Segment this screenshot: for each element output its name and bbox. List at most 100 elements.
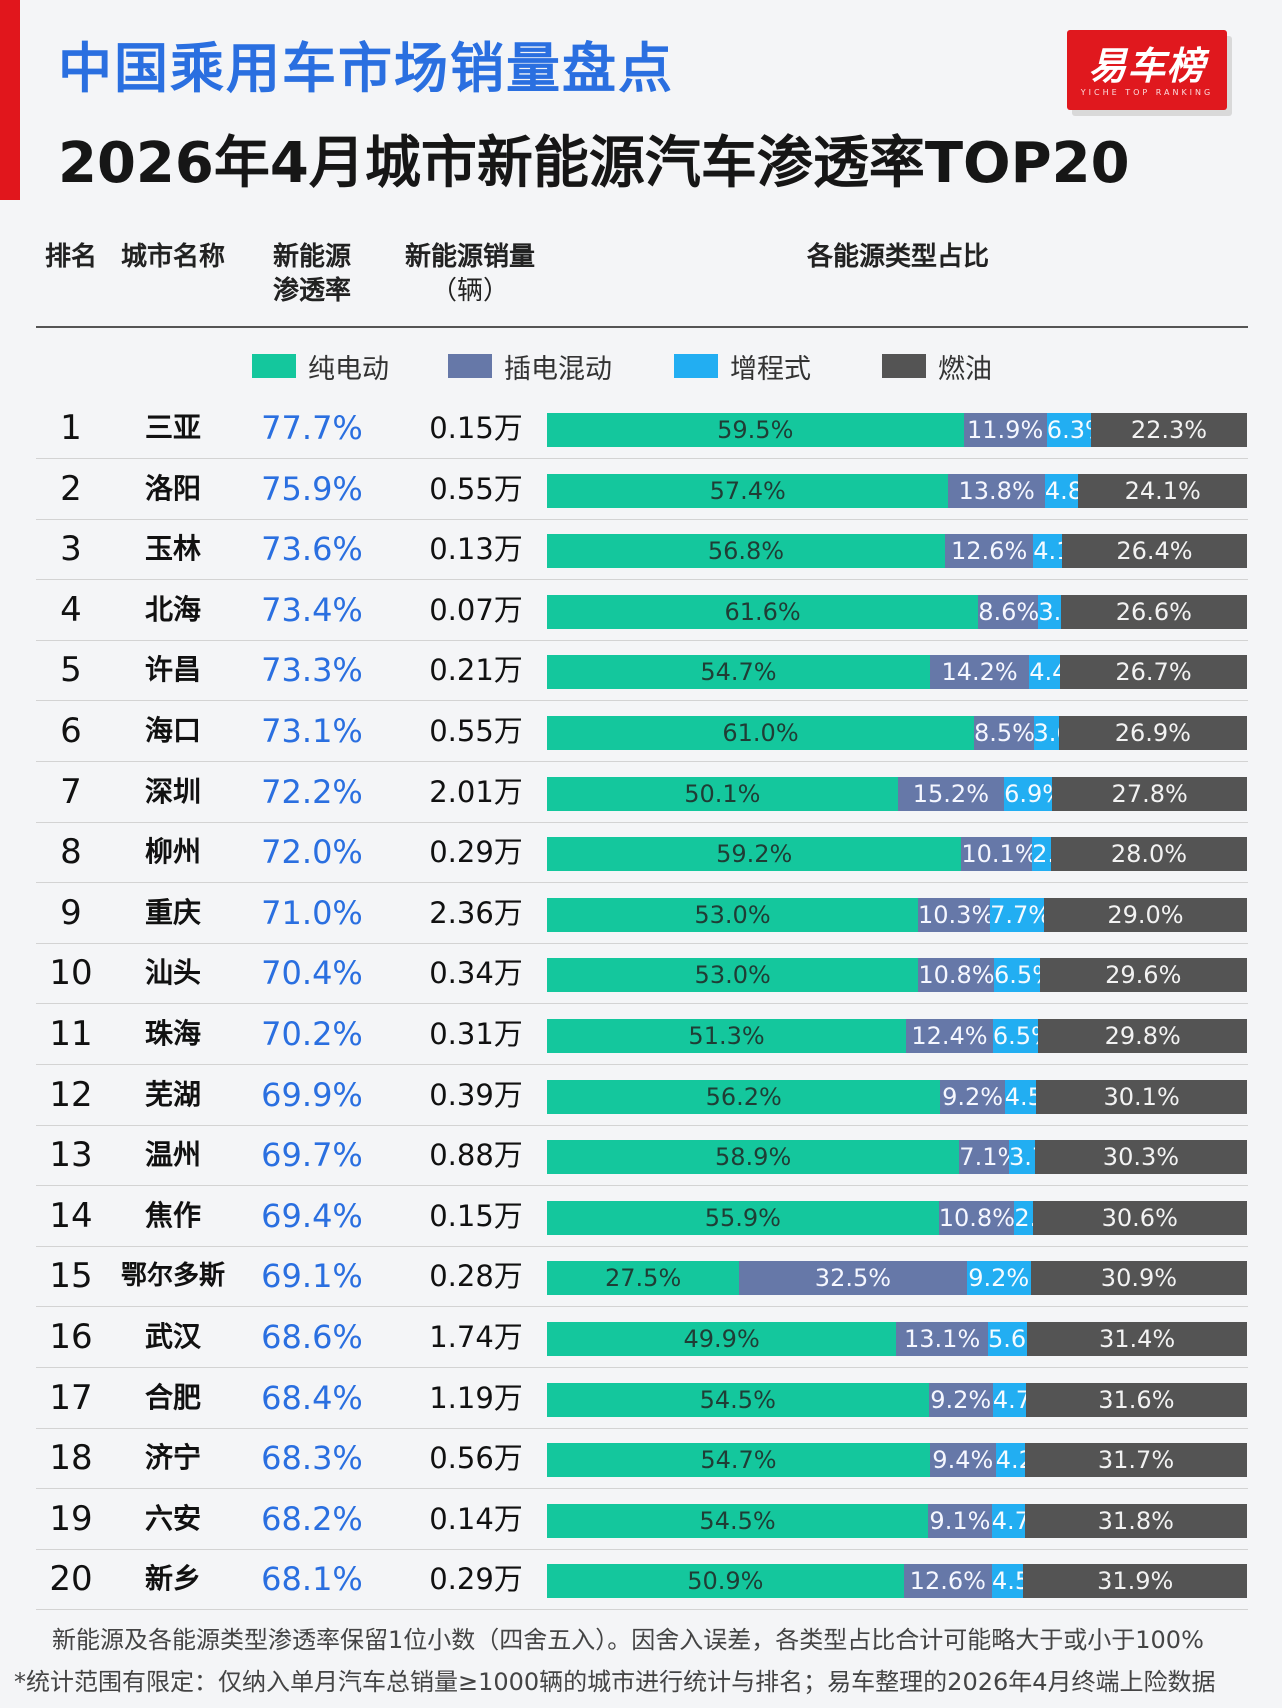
volume-cell: 0.39万 [429, 1077, 523, 1112]
rank-cell: 17 [49, 1377, 93, 1418]
phev-segment: 15.2% [897, 776, 1005, 811]
volume-cell: 0.34万 [429, 956, 523, 991]
table-row: 12 芜湖 69.9% 0.39万 56.2% 9.2% 4.5% 30.1% [36, 1065, 1248, 1126]
share-bar: 61.6%8.6%3.2%26.6% [547, 594, 1247, 629]
share-bar: 59.2%10.1%2.7%28.0% [547, 837, 1247, 872]
ice-segment: 26.4% [1061, 534, 1247, 569]
legend-swatch-ice [882, 354, 926, 378]
rate-header-line2: 渗透率 [272, 276, 351, 306]
erev-segment: 4.5% [1004, 1079, 1066, 1114]
ice-segment: 29.8% [1038, 1019, 1247, 1053]
rank-cell: 4 [60, 589, 82, 630]
rank-cell: 2 [60, 468, 82, 509]
share-bar: 58.9%7.1%3.7%30.3% [547, 1140, 1247, 1175]
share-bar: 57.4% 13.8% 4.8% 24.1% [547, 473, 1247, 508]
city-cell: 深圳 [144, 774, 201, 808]
bev-segment: 54.5% [547, 1382, 929, 1417]
erev-segment: 3.2% [1038, 594, 1099, 629]
column-header-volume: 新能源销量 （辆） [386, 240, 554, 308]
bev-segment: 58.9% [547, 1140, 960, 1175]
phev-segment: 12.6% [944, 534, 1034, 569]
share-bar: 51.3% 12.4% 6.5% 29.8% [547, 1019, 1247, 1053]
share-bar: 54.7%14.2%4.4%26.7% [547, 655, 1247, 690]
legend-item-erev: 增程式 [674, 348, 811, 385]
erev-segment: 4.2% [995, 1443, 1057, 1478]
phev-segment: 11.9% [963, 413, 1047, 447]
rate-cell: 68.3% [261, 1439, 363, 1478]
legend-item-ice: 燃油 [882, 348, 992, 385]
rate-cell: 70.2% [261, 1015, 363, 1053]
legend-label-phev: 插电混动 [504, 353, 612, 385]
city-cell: 六安 [144, 1501, 201, 1535]
erev-segment: 4.8% [1044, 473, 1106, 508]
footnote-scope: *统计范围有限定：仅纳入单月汽车总销量≥1000辆的城市进行统计与排名；易车整理… [14, 1668, 1216, 1696]
rank-cell: 15 [49, 1256, 93, 1297]
volume-cell: 0.13万 [429, 532, 523, 567]
bev-segment: 50.1% [547, 776, 898, 811]
ice-segment: 31.7% [1025, 1443, 1247, 1478]
bev-segment: 56.2% [547, 1079, 941, 1114]
erev-segment: 6.5% [994, 958, 1055, 993]
rate-cell: 70.4% [261, 954, 363, 993]
ice-segment: 26.9% [1058, 716, 1247, 750]
rate-cell: 77.7% [261, 409, 363, 447]
volume-cell: 0.55万 [429, 471, 523, 506]
phev-segment: 32.5% [739, 1261, 967, 1296]
erev-segment: 6.5% [992, 1019, 1054, 1053]
erev-segment: 4.7% [991, 1503, 1053, 1538]
city-cell: 武汉 [144, 1320, 201, 1353]
table-row: 5 许昌 73.3% 0.21万 54.7%14.2%4.4%26.7% [36, 640, 1248, 702]
column-header-share: 各能源类型占比 [806, 242, 989, 272]
volume-header-line1: 新能源销量 [404, 242, 535, 272]
bev-segment: 54.7% [547, 655, 930, 690]
bev-segment: 57.4% [547, 473, 949, 508]
rank-cell: 12 [49, 1074, 93, 1115]
phev-segment: 10.1% [961, 837, 1038, 872]
bev-segment: 55.9% [547, 1200, 939, 1235]
ice-segment: 24.1% [1078, 473, 1247, 508]
share-bar: 54.5% 9.1% 4.7% 31.8% [547, 1503, 1247, 1538]
phev-segment: 13.8% [948, 473, 1045, 508]
phev-segment: 8.5% [974, 716, 1035, 750]
rank-cell: 5 [60, 650, 82, 691]
city-cell: 许昌 [144, 653, 201, 687]
rank-cell: 3 [60, 529, 82, 570]
legend-label-bev: 纯电动 [308, 353, 389, 385]
brand-logo: 易车榜 YICHE TOP RANKING [1067, 30, 1227, 110]
bev-segment: 54.7% [547, 1443, 930, 1478]
erev-segment: 2.6% [1014, 1200, 1075, 1235]
rate-cell: 68.2% [261, 1499, 363, 1538]
rate-cell: 72.0% [261, 833, 363, 872]
legend-swatch-erev [674, 354, 718, 378]
phev-segment: 10.8% [938, 1200, 1015, 1235]
erev-segment: 9.2% [966, 1261, 1031, 1296]
city-cell: 珠海 [144, 1017, 201, 1050]
city-cell: 柳州 [144, 835, 201, 869]
volume-cell: 0.15万 [429, 411, 523, 445]
volume-cell: 0.55万 [429, 714, 523, 748]
table-row: 4 北海 73.4% 0.07万 61.6%8.6%3.2%26.6% [36, 580, 1248, 641]
rate-cell: 68.6% [261, 1318, 363, 1356]
table-row: 20 新乡 68.1% 0.29万 50.9% 12.6% 4.5% 31.9% [36, 1549, 1248, 1611]
legend-label-erev: 增程式 [730, 353, 811, 385]
rank-cell: 16 [49, 1317, 93, 1357]
phev-segment: 10.3% [918, 897, 994, 932]
column-header-rank: 排名 [44, 242, 97, 272]
volume-cell: 0.07万 [429, 592, 523, 627]
ice-segment: 30.9% [1030, 1261, 1247, 1296]
rank-cell: 20 [49, 1559, 93, 1600]
erev-segment: 7.7% [990, 897, 1051, 932]
rate-cell: 72.2% [261, 772, 363, 811]
logo-text: 易车榜 [1088, 43, 1206, 88]
table-row: 6 海口 73.1% 0.55万 61.0%8.5%3.6%26.9% [36, 701, 1248, 762]
bev-segment: 56.8% [547, 534, 945, 569]
rank-cell: 7 [60, 771, 82, 812]
ice-segment: 27.8% [1052, 776, 1247, 811]
erev-segment: 3.7% [1008, 1140, 1070, 1175]
ice-segment: 31.6% [1025, 1382, 1247, 1417]
share-bar: 53.0% 10.8% 6.5% 29.6% [547, 958, 1247, 993]
volume-cell: 1.74万 [429, 1320, 523, 1354]
ice-segment: 31.9% [1023, 1564, 1247, 1599]
erev-segment: 6.3% [1046, 413, 1108, 447]
share-bar: 59.5% 11.9% 6.3% 22.3% [547, 413, 1247, 447]
